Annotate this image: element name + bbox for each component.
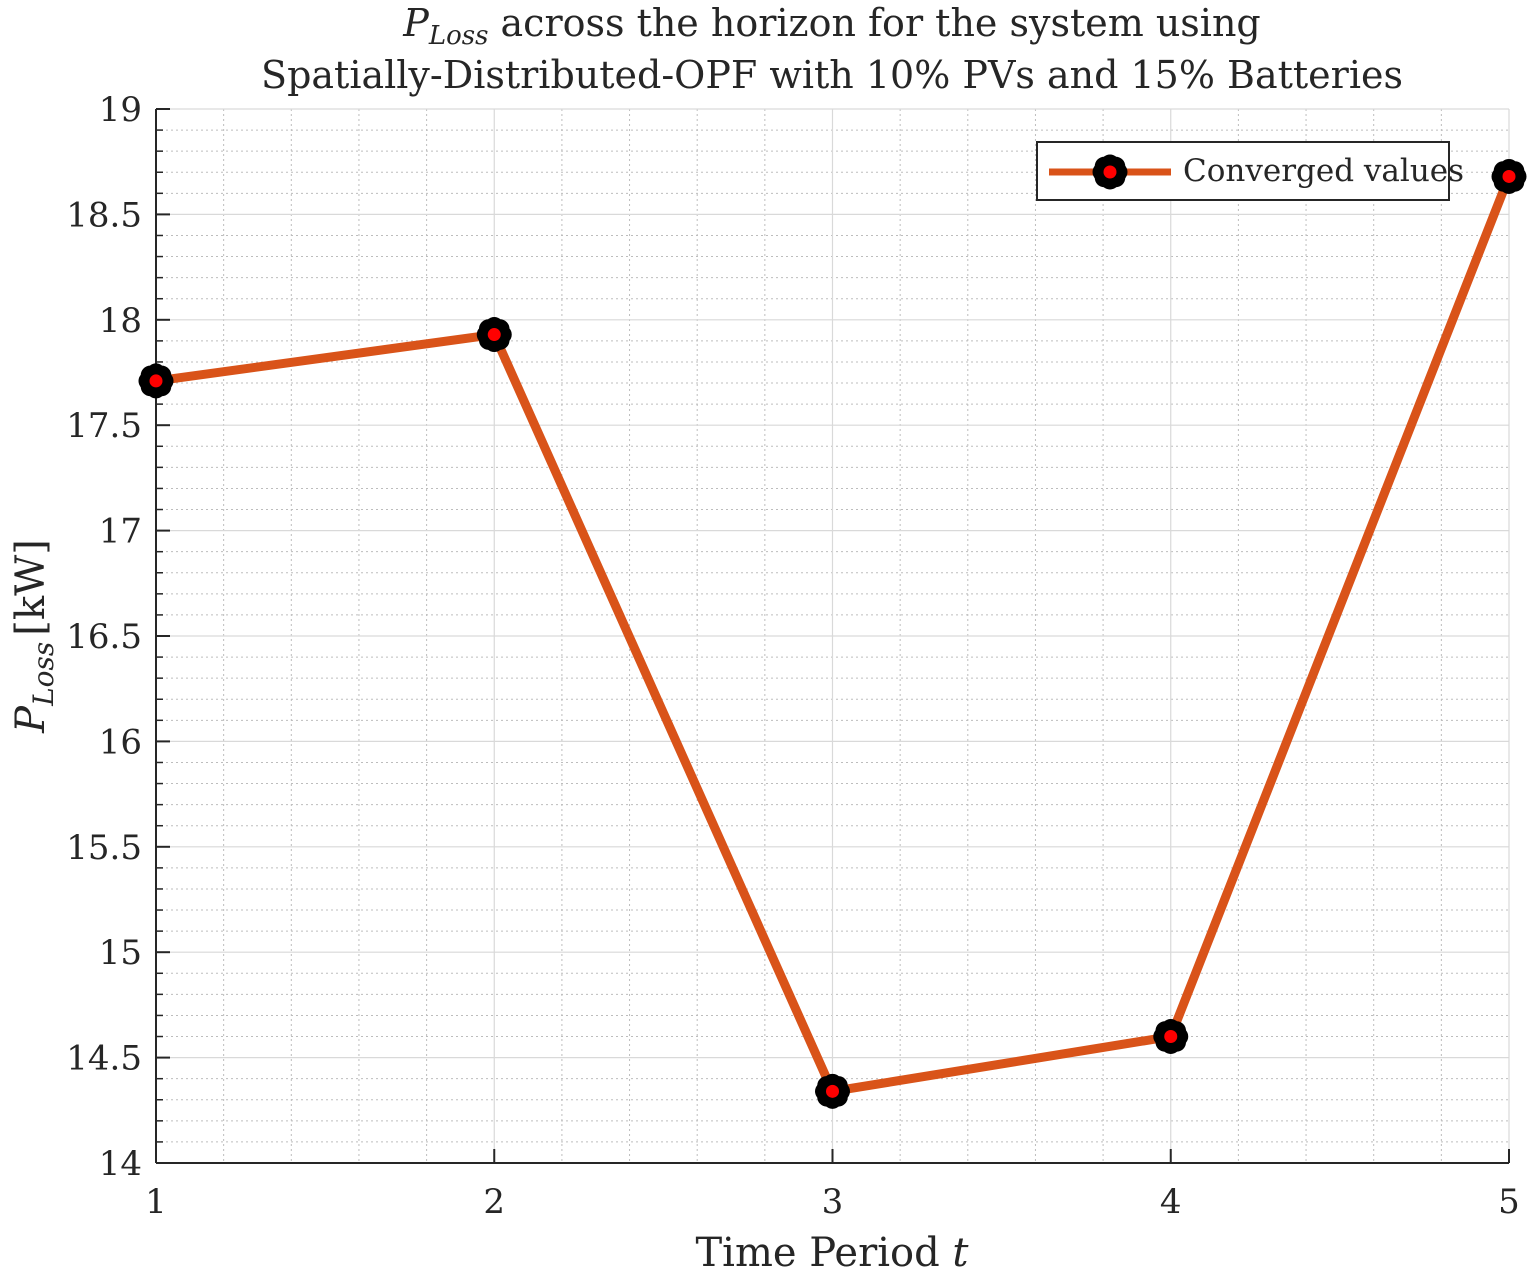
data-point-marker bbox=[1153, 1019, 1189, 1055]
legend-marker bbox=[1092, 154, 1128, 190]
y-tick-label: 14.5 bbox=[66, 1039, 142, 1079]
y-tick-label: 17.5 bbox=[66, 406, 142, 446]
y-axis-label-symbol: P bbox=[8, 705, 54, 734]
y-tick-label: 14 bbox=[99, 1144, 142, 1184]
title-text: across the horizon for the system using bbox=[488, 1, 1260, 45]
x-axis-label: Time Period t bbox=[696, 1230, 970, 1274]
y-tick-label: 16.5 bbox=[66, 617, 142, 657]
y-axis-label: PLoss [kW] bbox=[8, 539, 60, 734]
grid bbox=[155, 108, 1510, 1164]
chart-title-line-2: Spatially-Distributed-OPF with 10% PVs a… bbox=[261, 53, 1403, 97]
x-tick-label: 5 bbox=[1498, 1182, 1520, 1222]
series-layer bbox=[138, 158, 1527, 1109]
marker-center bbox=[826, 1084, 839, 1098]
x-tick-label: 2 bbox=[483, 1182, 505, 1222]
marker-center bbox=[1502, 169, 1516, 183]
data-point-marker bbox=[1491, 158, 1527, 194]
title-symbol: P bbox=[402, 1, 430, 45]
y-tick-label: 15 bbox=[99, 933, 142, 973]
legend: Converged values bbox=[1036, 141, 1464, 201]
legend-entry-label: Converged values bbox=[1183, 153, 1464, 189]
x-tick-label: 4 bbox=[1160, 1182, 1182, 1222]
y-tick-label: 16 bbox=[99, 722, 142, 762]
marker-center bbox=[487, 328, 501, 342]
data-point-marker bbox=[815, 1073, 850, 1109]
legend-box bbox=[1036, 141, 1450, 201]
x-axis-label-text: Time Period bbox=[696, 1230, 953, 1274]
y-axis-label-subscript: Loss bbox=[27, 642, 60, 707]
marker-center bbox=[149, 374, 163, 388]
x-tick-label: 3 bbox=[822, 1182, 844, 1222]
x-axis-label-symbol: t bbox=[952, 1230, 969, 1274]
title-subscript: Loss bbox=[428, 21, 489, 51]
axes: 14 14.5 15 15.5 16 16.5 17 17.5 18 18.5 19 1 2 3 4 5 bbox=[66, 90, 1520, 1222]
y-tick-label: 17 bbox=[99, 512, 142, 552]
y-tick-label: 18 bbox=[99, 301, 142, 341]
marker-center bbox=[1164, 1030, 1178, 1044]
marker-center bbox=[1103, 165, 1117, 179]
y-tick-label: 19 bbox=[99, 90, 142, 130]
chart-title-line-1: PLoss across the horizon for the system … bbox=[402, 1, 1261, 51]
legend-marker-symbol bbox=[1092, 154, 1128, 190]
y-axis-label-unit: [kW] bbox=[8, 539, 54, 636]
y-tick-label: 15.5 bbox=[66, 828, 142, 868]
y-tick-label: 18.5 bbox=[66, 195, 142, 235]
data-point-marker bbox=[476, 317, 512, 353]
data-point-marker bbox=[138, 363, 174, 399]
x-tick-label: 1 bbox=[145, 1182, 167, 1222]
